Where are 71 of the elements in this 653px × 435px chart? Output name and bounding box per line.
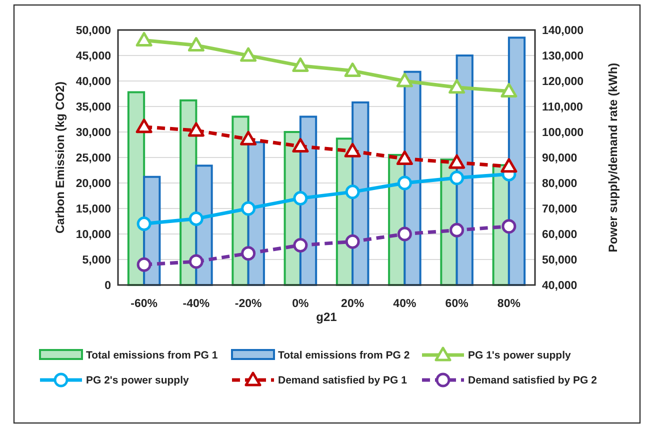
point	[136, 216, 152, 232]
y-tick-label: 25,000	[76, 152, 111, 165]
y2-tick-label: 60,000	[542, 229, 578, 242]
y2-tick-label: 110,000	[542, 102, 583, 114]
legend-label: Total emissions from PG 1	[86, 350, 218, 362]
point	[188, 37, 204, 52]
point	[188, 254, 204, 269]
point	[241, 201, 256, 216]
point	[136, 118, 152, 134]
point	[502, 219, 516, 234]
y-tick-label: 5,000	[82, 254, 111, 267]
point	[292, 138, 309, 153]
point	[397, 226, 412, 242]
y-tick-label: 30,000	[76, 127, 111, 140]
point	[344, 62, 361, 78]
y2-tick-label: 70,000	[542, 204, 578, 216]
point	[396, 72, 413, 88]
point	[293, 191, 308, 206]
y-tick-label: 45,000	[76, 50, 111, 63]
point	[240, 47, 257, 62]
y-tick-label: 50,000	[76, 25, 111, 38]
x-tick-label: 80%	[497, 298, 520, 310]
y-tick-label: 20,000	[76, 178, 111, 190]
point	[450, 170, 464, 186]
legend-label: PG 1's power supply	[468, 350, 572, 362]
point	[345, 184, 360, 200]
point	[448, 79, 466, 94]
y2-tick-label: 50,000	[542, 254, 578, 267]
y-tick-label: 10,000	[76, 229, 111, 242]
y2-axis-title: Power supply/demand rate (kWh)	[606, 62, 620, 252]
point	[500, 158, 518, 173]
x-tick-label: -40%	[182, 298, 210, 310]
x-tick-label: 0%	[292, 298, 309, 310]
point	[188, 211, 204, 226]
y2-tick-label: 100,000	[542, 127, 584, 140]
point	[188, 122, 204, 137]
y2-tick-label: 90,000	[542, 152, 578, 165]
point	[396, 150, 413, 166]
point	[344, 142, 361, 158]
point	[450, 222, 464, 238]
legend-label: Demand satisfied by PG 1	[278, 374, 408, 387]
legend-label: Demand satisfied by PG 2	[468, 374, 598, 387]
point	[345, 234, 360, 249]
point	[448, 154, 466, 169]
x-tick-label: 60%	[445, 298, 468, 310]
point	[500, 82, 518, 98]
point	[136, 257, 152, 272]
x-tick-label: 40%	[393, 298, 416, 310]
x-tick-label: -20%	[234, 298, 262, 310]
point	[292, 57, 309, 72]
point	[240, 130, 257, 146]
y-tick-label: 0	[104, 280, 111, 292]
x-tick-label: 20%	[341, 298, 364, 310]
legend-label: PG 2's power supply	[86, 374, 190, 387]
y2-tick-label: 140,000	[542, 25, 584, 38]
x-tick-label: -60%	[130, 298, 158, 310]
y2-tick-label: 40,000	[542, 280, 578, 292]
y-tick-label: 35,000	[76, 102, 111, 114]
y2-tick-label: 80,000	[542, 178, 578, 190]
point	[241, 246, 256, 261]
y2-tick-label: 130,000	[542, 50, 584, 63]
legend-label: Total emissions from PG 2	[278, 350, 410, 362]
y2-tick-label: 120,000	[542, 76, 584, 88]
point	[397, 176, 412, 190]
y-axis-title: Carbon Emission (kg CO2)	[53, 81, 67, 234]
point	[293, 238, 308, 252]
y-tick-label: 40,000	[76, 76, 111, 88]
y-tick-label: 15,000	[76, 204, 111, 216]
x-axis-title: g21	[316, 310, 338, 324]
bar	[508, 36, 526, 286]
point	[136, 32, 152, 46]
